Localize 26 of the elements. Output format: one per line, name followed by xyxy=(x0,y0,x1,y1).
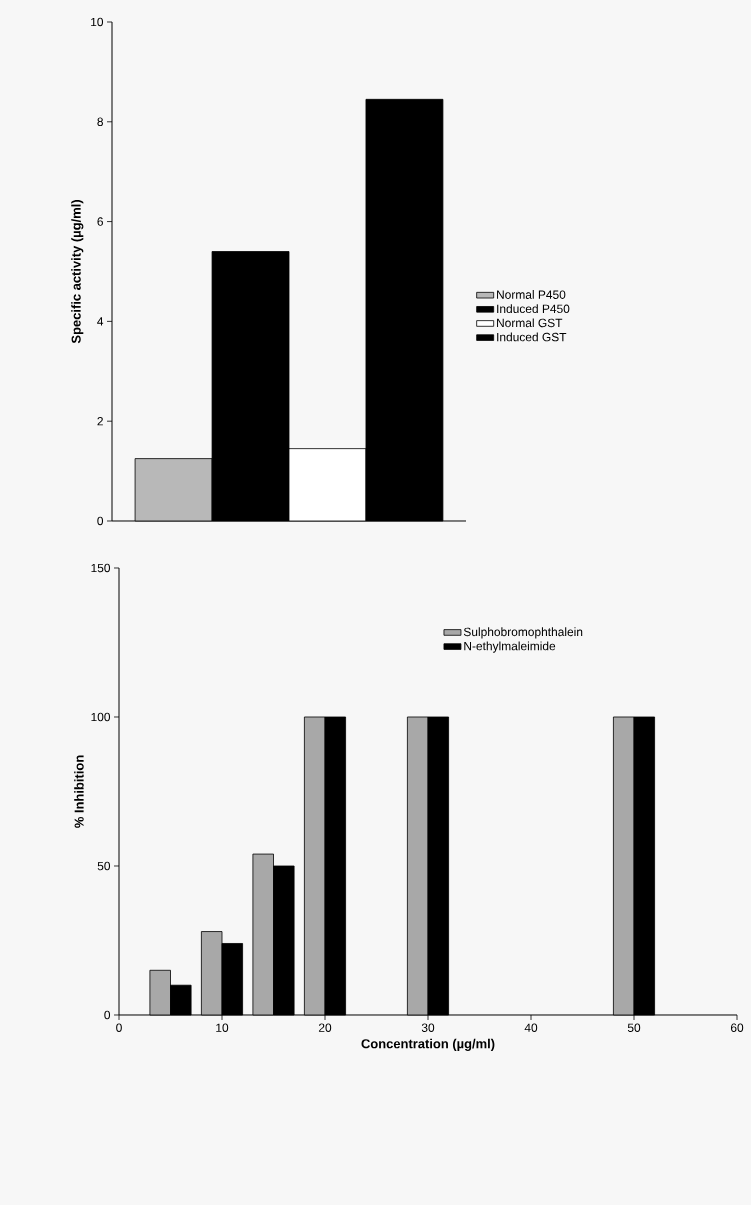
y-tick-label: 0 xyxy=(104,1010,111,1020)
x-tick-label: 20 xyxy=(318,1023,332,1032)
legend-label: Sulphobromophthalein xyxy=(463,627,583,639)
x-tick-label: 40 xyxy=(524,1023,538,1032)
legend-label: Induced P450 xyxy=(497,304,570,314)
x-axis-title: Concentration (µg/ml) xyxy=(361,1038,495,1051)
y-tick-label: 8 xyxy=(97,117,103,127)
x-tick-label: 60 xyxy=(730,1023,744,1032)
y-tick-label: 2 xyxy=(97,417,103,426)
y-tick-label: 4 xyxy=(97,317,104,326)
y-tick-label: 10 xyxy=(91,17,104,27)
legend-label: Normal GST xyxy=(497,318,563,328)
legend-label: Normal P450 xyxy=(497,290,566,299)
y-tick-label: 100 xyxy=(91,712,111,722)
x-tick-label: 0 xyxy=(116,1023,122,1032)
y-tick-label: 50 xyxy=(97,861,111,871)
x-tick-label: 10 xyxy=(216,1023,229,1032)
x-tick-label: 50 xyxy=(627,1023,641,1032)
legend-label: Induced GST xyxy=(497,332,567,342)
legend-label: N-ethylmaleimide xyxy=(464,641,556,653)
y-tick-label: 0 xyxy=(97,516,104,526)
y-tick-label: 150 xyxy=(91,563,111,573)
y-axis-title: Specific activity (µg/ml) xyxy=(71,200,84,344)
x-tick-label: 30 xyxy=(421,1023,435,1032)
y-tick-label: 6 xyxy=(97,217,103,226)
y-axis-title: % Inhibition xyxy=(74,755,84,828)
